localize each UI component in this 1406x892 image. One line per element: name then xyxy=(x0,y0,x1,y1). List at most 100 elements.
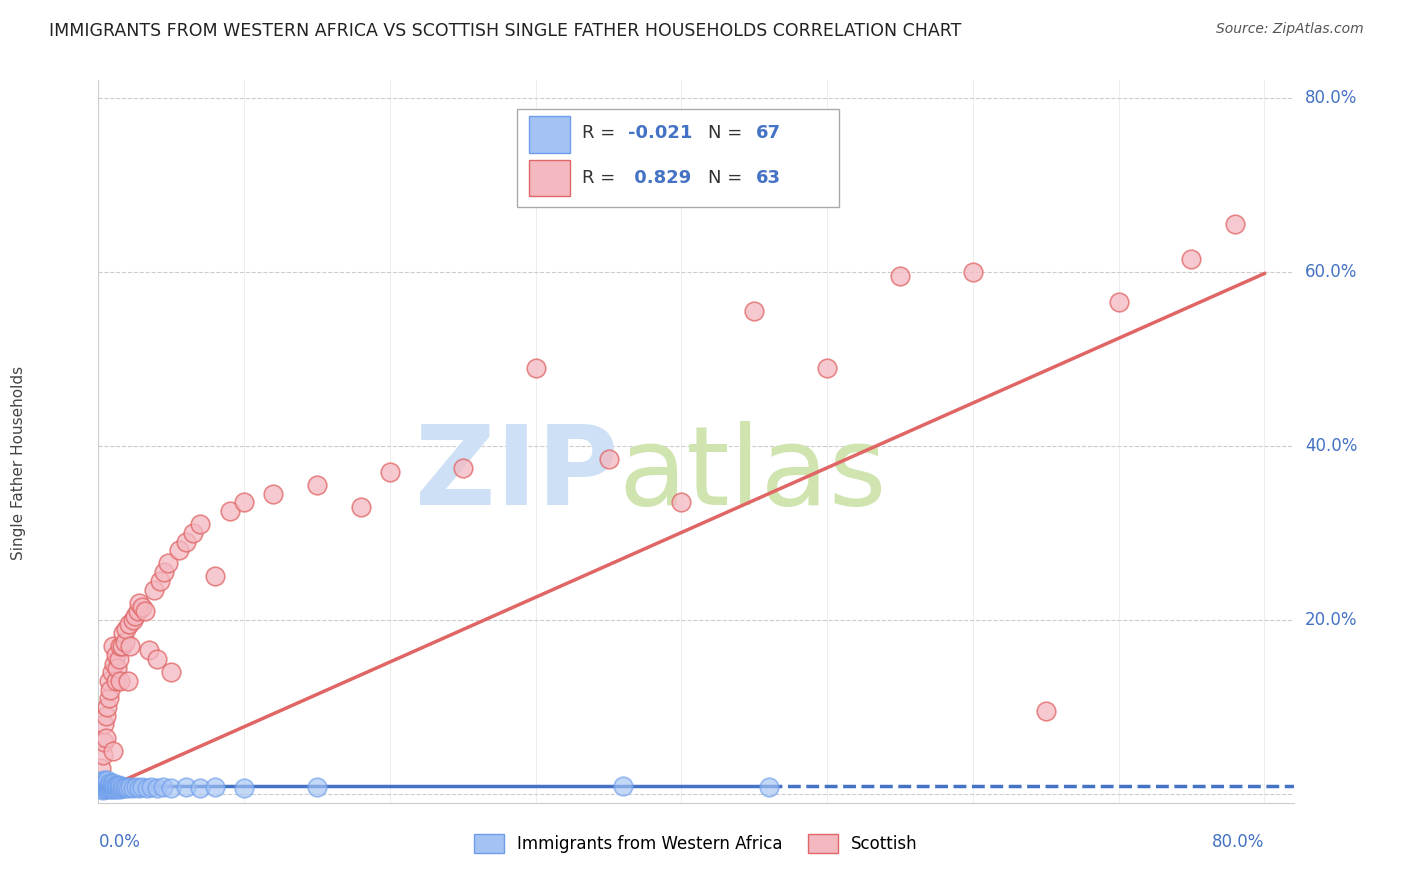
Point xyxy=(93,735,115,749)
Point xyxy=(91,780,114,794)
Point xyxy=(122,613,145,627)
Text: IMMIGRANTS FROM WESTERN AFRICA VS SCOTTISH SINGLE FATHER HOUSEHOLDS CORRELATION : IMMIGRANTS FROM WESTERN AFRICA VS SCOTTI… xyxy=(49,22,962,40)
Point xyxy=(134,604,156,618)
Point xyxy=(174,780,197,794)
Point xyxy=(174,534,197,549)
Point xyxy=(110,673,132,688)
Point xyxy=(94,731,117,745)
Point xyxy=(149,574,172,588)
Point xyxy=(350,500,373,514)
Point xyxy=(97,777,120,791)
Point xyxy=(94,774,117,789)
Point xyxy=(94,779,117,793)
Point xyxy=(97,673,120,688)
Point xyxy=(131,780,153,794)
Text: 80.0%: 80.0% xyxy=(1212,833,1264,851)
Point xyxy=(96,776,118,790)
Point xyxy=(98,780,121,795)
Point xyxy=(135,780,157,795)
Point xyxy=(305,780,328,794)
Point xyxy=(100,665,122,680)
Point xyxy=(103,779,125,793)
Point xyxy=(451,460,474,475)
Point xyxy=(100,779,122,793)
Point xyxy=(120,639,142,653)
Point xyxy=(100,781,122,796)
Point xyxy=(105,661,128,675)
Point xyxy=(98,682,121,697)
Point xyxy=(218,504,240,518)
Point xyxy=(93,776,115,790)
Point xyxy=(233,780,256,795)
Point xyxy=(91,778,114,792)
Point xyxy=(114,780,136,795)
Point xyxy=(117,673,139,688)
Point xyxy=(97,781,120,796)
Point xyxy=(108,778,131,792)
Point xyxy=(94,781,117,796)
Point xyxy=(97,691,120,706)
Point xyxy=(122,780,145,795)
Point xyxy=(91,775,114,789)
Point xyxy=(89,780,111,795)
Point xyxy=(89,776,111,790)
Point xyxy=(1180,252,1202,266)
Point xyxy=(89,778,111,792)
Point xyxy=(160,780,183,795)
Point xyxy=(1035,705,1057,719)
Point xyxy=(101,743,124,757)
Point xyxy=(127,604,149,618)
Point xyxy=(90,777,112,791)
Point xyxy=(105,779,128,793)
Text: -0.021: -0.021 xyxy=(628,124,692,142)
Point xyxy=(125,780,148,794)
Text: ZIP: ZIP xyxy=(415,420,619,527)
Point xyxy=(138,643,160,657)
Point xyxy=(103,657,125,671)
FancyBboxPatch shape xyxy=(529,117,571,153)
Point xyxy=(93,773,115,788)
Point xyxy=(101,639,124,653)
Point xyxy=(91,747,114,762)
Point xyxy=(758,780,780,794)
Point xyxy=(98,776,121,790)
Point xyxy=(128,596,150,610)
Point xyxy=(111,639,134,653)
Point xyxy=(94,777,117,791)
Text: 0.0%: 0.0% xyxy=(98,833,141,851)
Point xyxy=(97,779,120,793)
Point xyxy=(110,781,132,796)
Text: R =: R = xyxy=(582,169,621,186)
Point xyxy=(108,652,131,666)
Point xyxy=(145,780,167,795)
Point xyxy=(598,452,620,467)
Point xyxy=(93,717,115,731)
Point xyxy=(378,465,401,479)
Point xyxy=(962,265,984,279)
Point xyxy=(112,780,135,794)
Point xyxy=(98,778,121,792)
Point xyxy=(142,582,165,597)
Point xyxy=(181,525,204,540)
Point xyxy=(233,495,256,509)
FancyBboxPatch shape xyxy=(529,160,571,196)
Point xyxy=(152,780,174,794)
Text: 20.0%: 20.0% xyxy=(1305,611,1358,629)
Point xyxy=(96,700,118,714)
Point xyxy=(90,781,112,796)
Point xyxy=(111,780,134,795)
Point xyxy=(96,778,118,792)
Text: R =: R = xyxy=(582,124,621,142)
Text: 40.0%: 40.0% xyxy=(1305,437,1358,455)
Point xyxy=(153,565,176,579)
Point xyxy=(815,360,838,375)
Legend: Immigrants from Western Africa, Scottish: Immigrants from Western Africa, Scottish xyxy=(467,827,925,860)
Point xyxy=(108,780,131,795)
Point xyxy=(104,780,127,795)
Point xyxy=(101,778,124,792)
Point xyxy=(131,599,153,614)
Point xyxy=(110,779,132,793)
Point xyxy=(204,780,226,794)
Point xyxy=(90,774,112,789)
Point xyxy=(612,779,634,793)
